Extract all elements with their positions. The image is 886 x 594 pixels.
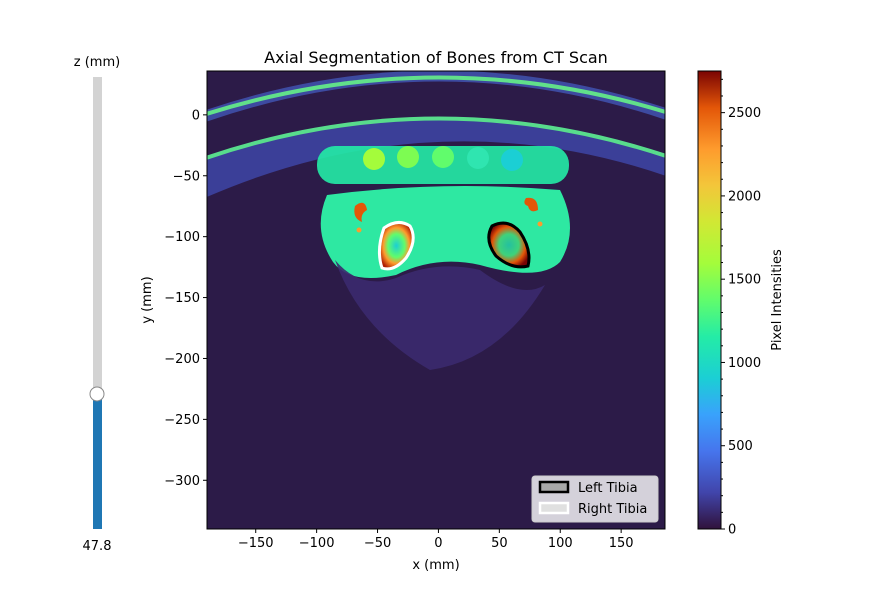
legend-swatch-left-tibia	[538, 480, 570, 494]
slider-handle[interactable]	[89, 386, 105, 402]
chart-title: Axial Segmentation of Bones from CT Scan	[264, 48, 608, 67]
colorbar	[697, 70, 722, 530]
colorbar-tick-label: 1000	[728, 356, 761, 371]
x-tick-label: −100	[299, 536, 335, 551]
x-tick-label: 50	[491, 536, 508, 551]
y-tick-label: −50	[173, 169, 200, 184]
colorbar-tick-label: 2000	[728, 189, 761, 204]
x-tick-label: −50	[364, 536, 391, 551]
y-tick-label: 0	[192, 108, 200, 123]
x-tick-label: 0	[434, 536, 442, 551]
legend-swatch-right-tibia	[538, 501, 570, 515]
colorbar-tick-label: 500	[728, 439, 753, 454]
y-axis-label: y (mm)	[140, 276, 155, 323]
y-tick-label: −300	[164, 474, 200, 489]
slider-value: 47.8	[83, 539, 112, 554]
colorbar-label: Pixel Intensities	[770, 249, 785, 351]
colorbar-tick-label: 1500	[728, 273, 761, 288]
legend: Left Tibia Right Tibia	[531, 475, 659, 523]
x-tick-label: 100	[548, 536, 573, 551]
ct-image	[207, 71, 665, 529]
plot-frame	[206, 70, 666, 530]
colorbar-axis: 0 500 1000 1500 2000 2500	[721, 78, 761, 538]
slider-fill	[93, 393, 102, 529]
x-tick-label: 150	[609, 536, 634, 551]
x-tick-label: −150	[238, 536, 274, 551]
colorbar-tick-label: 2500	[728, 106, 761, 121]
y-tick-label: −150	[164, 291, 200, 306]
slider-track[interactable]	[93, 77, 102, 529]
y-axis: 0 −50 −100 −150 −200 −250 −300	[164, 108, 207, 489]
legend-label-left-tibia: Left Tibia	[578, 481, 638, 496]
slider-label: z (mm)	[74, 55, 120, 70]
y-tick-label: −250	[164, 413, 200, 428]
y-tick-label: −200	[164, 352, 200, 367]
y-tick-label: −100	[164, 230, 200, 245]
colorbar-tick-label: 0	[728, 523, 736, 538]
x-axis: −150 −100 −50 0 50 100 150	[238, 529, 634, 551]
x-axis-label: x (mm)	[412, 558, 459, 573]
legend-label-right-tibia: Right Tibia	[578, 502, 647, 517]
